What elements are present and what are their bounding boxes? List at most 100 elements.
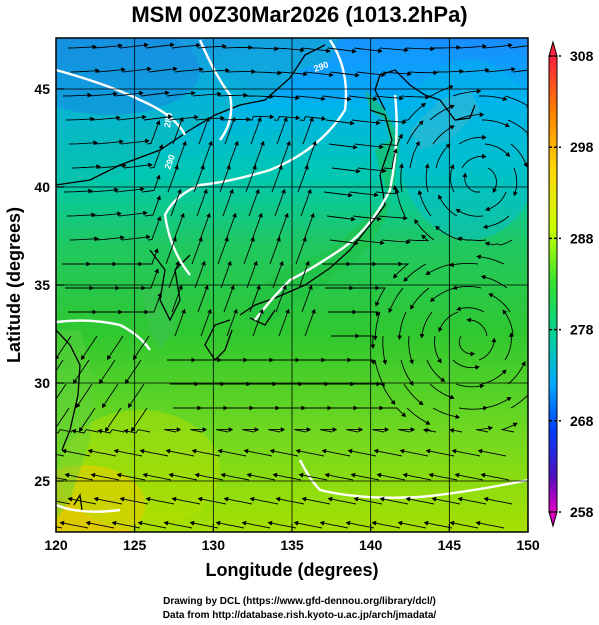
streamline-arrow (217, 91, 222, 97)
streamline-arrow (121, 67, 126, 72)
streamline-arrow (295, 448, 301, 454)
streamline (485, 239, 513, 246)
streamline-arrow (474, 365, 480, 370)
streamline-arrow (321, 448, 327, 454)
streamline (56, 335, 72, 360)
streamline-arrow (466, 317, 472, 323)
streamline (351, 474, 380, 481)
streamline (271, 165, 283, 193)
streamline-arrow (484, 241, 490, 246)
streamline-arrow (304, 164, 309, 170)
streamline (432, 46, 461, 49)
streamline (96, 68, 125, 73)
streamline-arrow (243, 92, 248, 98)
streamline-arrow (378, 144, 384, 150)
streamline-arrow (227, 260, 232, 266)
streamline (372, 522, 401, 529)
streamline (453, 285, 482, 289)
streamline (250, 47, 279, 50)
streamline (455, 114, 484, 121)
streamline (452, 90, 481, 97)
streamline-arrow (399, 163, 404, 169)
streamline-arrow (477, 448, 483, 454)
streamline (222, 189, 234, 217)
streamline-arrow (353, 496, 359, 502)
streamline-arrow (250, 236, 255, 242)
streamline-arrow (249, 496, 255, 502)
streamline (102, 383, 119, 408)
streamline (456, 307, 485, 313)
streamline-arrow (301, 496, 307, 502)
streamline (218, 94, 247, 97)
streamline-arrow (502, 309, 507, 315)
streamline-arrow (172, 66, 178, 72)
streamline (488, 293, 511, 313)
streamline (94, 140, 123, 145)
streamline (119, 44, 148, 49)
streamline-arrow (203, 188, 208, 194)
streamline-arrow (106, 355, 112, 361)
streamline-arrow (370, 359, 376, 365)
streamline (400, 95, 429, 98)
streamline-arrow (130, 427, 136, 433)
streamline (218, 450, 247, 457)
streamline-arrow (87, 92, 92, 98)
streamline-arrow (145, 496, 151, 502)
streamline-arrow (224, 236, 229, 242)
streamline-arrow (433, 70, 438, 75)
streamline-arrow (507, 43, 513, 48)
streamline (504, 95, 528, 107)
streamline (510, 394, 528, 409)
streamline (147, 216, 161, 241)
streamline (56, 383, 67, 400)
colorbar-tick-label: 278 (570, 322, 594, 338)
streamline (374, 95, 403, 99)
streamline (432, 407, 460, 418)
streamline (62, 94, 92, 97)
streamline (115, 188, 144, 193)
streamline (296, 95, 325, 100)
streamline (481, 119, 510, 127)
streamline (427, 85, 453, 97)
streamline-arrow (435, 225, 440, 231)
streamline-arrow (324, 472, 330, 478)
streamline-arrow (381, 72, 386, 78)
colorbar-bottom-arrow (548, 511, 558, 528)
streamline-arrow (59, 520, 65, 526)
streamline (414, 219, 435, 241)
streamline (408, 335, 414, 364)
streamline-arrow (51, 403, 55, 407)
colorbar-ramp (548, 55, 558, 513)
streamline-arrow (111, 520, 117, 526)
streamline (56, 477, 68, 481)
streamline-arrow (275, 496, 281, 502)
y-tick-label: 35 (34, 277, 50, 293)
streamline (418, 190, 432, 217)
streamline-arrow (215, 520, 221, 526)
streamline-arrow (78, 427, 84, 433)
streamline (502, 310, 514, 337)
streamline (298, 261, 310, 289)
streamline-arrow (279, 260, 284, 266)
streamline (275, 47, 304, 51)
streamline (328, 143, 357, 148)
streamline (458, 498, 487, 505)
streamline-arrow (529, 390, 533, 394)
streamline (380, 134, 403, 146)
streamline-arrow (394, 188, 400, 194)
streamline-arrow (423, 428, 428, 433)
streamline-arrow (350, 472, 356, 478)
streamline (86, 522, 115, 529)
streamline-arrow (393, 148, 398, 154)
streamline (322, 450, 351, 457)
streamline (88, 93, 117, 97)
streamline (409, 141, 420, 169)
streamline-arrow (120, 235, 125, 241)
streamline-arrow (462, 172, 468, 178)
streamline-arrow (455, 208, 461, 214)
streamline (410, 287, 430, 310)
streamline (483, 44, 512, 49)
streamline (197, 285, 209, 313)
streamline-arrow (93, 496, 99, 502)
streamline-arrow (431, 496, 437, 502)
